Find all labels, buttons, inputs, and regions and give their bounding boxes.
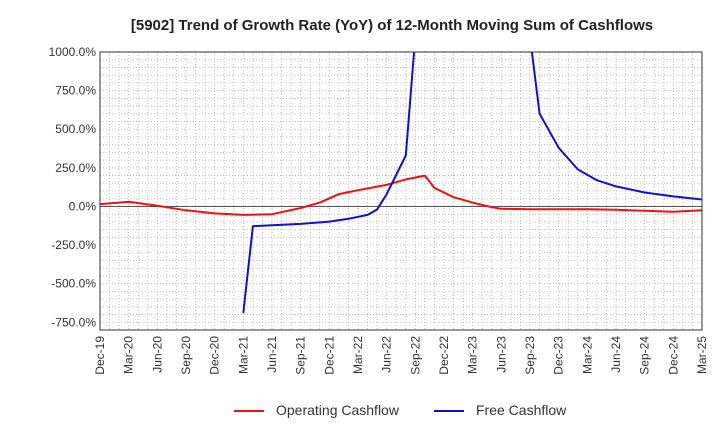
x-tick-label: Dec-21 xyxy=(322,336,336,375)
y-tick-label: 1000.0% xyxy=(49,45,97,59)
plot-border xyxy=(99,51,703,331)
x-tick-label: Mar-23 xyxy=(466,336,480,374)
chart-title: [5902] Trend of Growth Rate (YoY) of 12-… xyxy=(131,17,653,34)
axis-layer: 1000.0% 750.0% 500.0% 250.0% 0.0% -250.0% -500… xyxy=(49,45,709,375)
x-tick-label: Dec-19 xyxy=(93,336,107,375)
y-tick-label: 0.0% xyxy=(69,199,97,213)
x-tick-label: Jun-23 xyxy=(494,336,508,373)
x-tick-label: Sep-20 xyxy=(179,336,193,375)
y-tick-label: -250.0% xyxy=(51,238,96,252)
x-tick-label: Jun-21 xyxy=(265,336,279,373)
grid-layer xyxy=(100,51,702,331)
x-tick-label: Mar-25 xyxy=(695,336,709,374)
y-tick-label: 750.0% xyxy=(55,84,96,98)
x-tick-label: Sep-22 xyxy=(408,336,422,375)
x-tick-label: Dec-22 xyxy=(437,336,451,375)
x-tick-label: Dec-20 xyxy=(208,336,222,375)
x-tick-label: Jun-22 xyxy=(380,336,394,373)
x-tick-label: Jun-20 xyxy=(150,336,164,373)
x-tick-label: Sep-21 xyxy=(294,336,308,375)
legend-label: Free Cashflow xyxy=(476,402,567,418)
y-tick-label: -500.0% xyxy=(51,277,96,291)
x-tick-label: Mar-21 xyxy=(236,336,250,374)
x-tick-label: Sep-23 xyxy=(523,336,537,375)
x-tick-label: Jun-24 xyxy=(609,336,623,373)
x-tick-label: Mar-20 xyxy=(122,336,136,374)
y-tick-label: 500.0% xyxy=(55,122,96,136)
legend-label: Operating Cashflow xyxy=(276,402,400,418)
series-line xyxy=(242,52,702,314)
legend: Operating Cashflow Free Cashflow xyxy=(234,402,567,418)
series-line xyxy=(100,174,702,216)
x-tick-label: Sep-24 xyxy=(638,336,652,375)
x-tick-label: Mar-24 xyxy=(580,336,594,374)
x-tick-label: Mar-22 xyxy=(351,336,365,374)
series-layer xyxy=(100,52,702,314)
x-tick-label: Dec-23 xyxy=(552,336,566,375)
y-tick-label: -750.0% xyxy=(51,315,96,329)
y-tick-label: 250.0% xyxy=(55,161,96,175)
x-tick-label: Dec-24 xyxy=(666,336,680,375)
